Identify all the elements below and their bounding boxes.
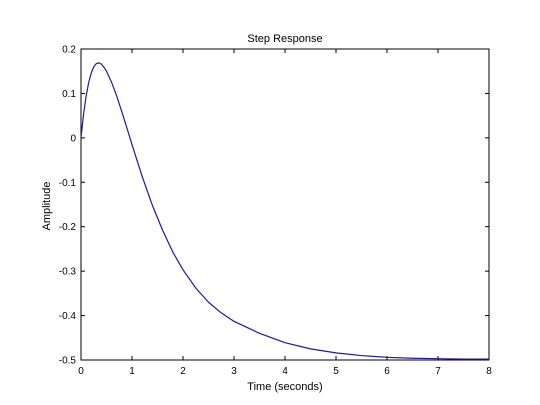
y-tick-label: 0.2 [62, 45, 76, 56]
y-tick-label: -0.3 [59, 267, 77, 278]
y-tick-label: 0 [70, 133, 76, 144]
series-layer [80, 62, 489, 360]
chart-title: Step Response [247, 33, 322, 45]
y-tick-label: 0.1 [62, 89, 76, 100]
x-tick-label: 0 [78, 366, 84, 377]
x-tick-label: 8 [486, 366, 492, 377]
x-tick-label: 5 [333, 366, 339, 377]
plot-area [80, 48, 490, 361]
y-tick-label: -0.5 [59, 356, 77, 367]
x-tick-label: 4 [282, 366, 288, 377]
y-axis: 0.2 0.1 0 -0.1 -0.2 -0.3 -0.4 -0.5 [59, 45, 489, 367]
x-axis-label: Time (seconds) [247, 381, 322, 393]
y-axis-label: Amplitude [41, 182, 53, 231]
x-tick-label: 7 [435, 366, 441, 377]
step-response-line [80, 62, 489, 360]
x-tick-label: 6 [384, 366, 390, 377]
y-tick-label: -0.4 [59, 311, 77, 322]
x-axis: 0 1 2 3 4 5 6 7 8 [78, 49, 492, 377]
y-tick-label: -0.1 [59, 178, 77, 189]
x-tick-label: 3 [231, 366, 237, 377]
y-tick-label: -0.2 [59, 222, 77, 233]
x-tick-label: 2 [180, 366, 186, 377]
x-tick-label: 1 [129, 366, 135, 377]
